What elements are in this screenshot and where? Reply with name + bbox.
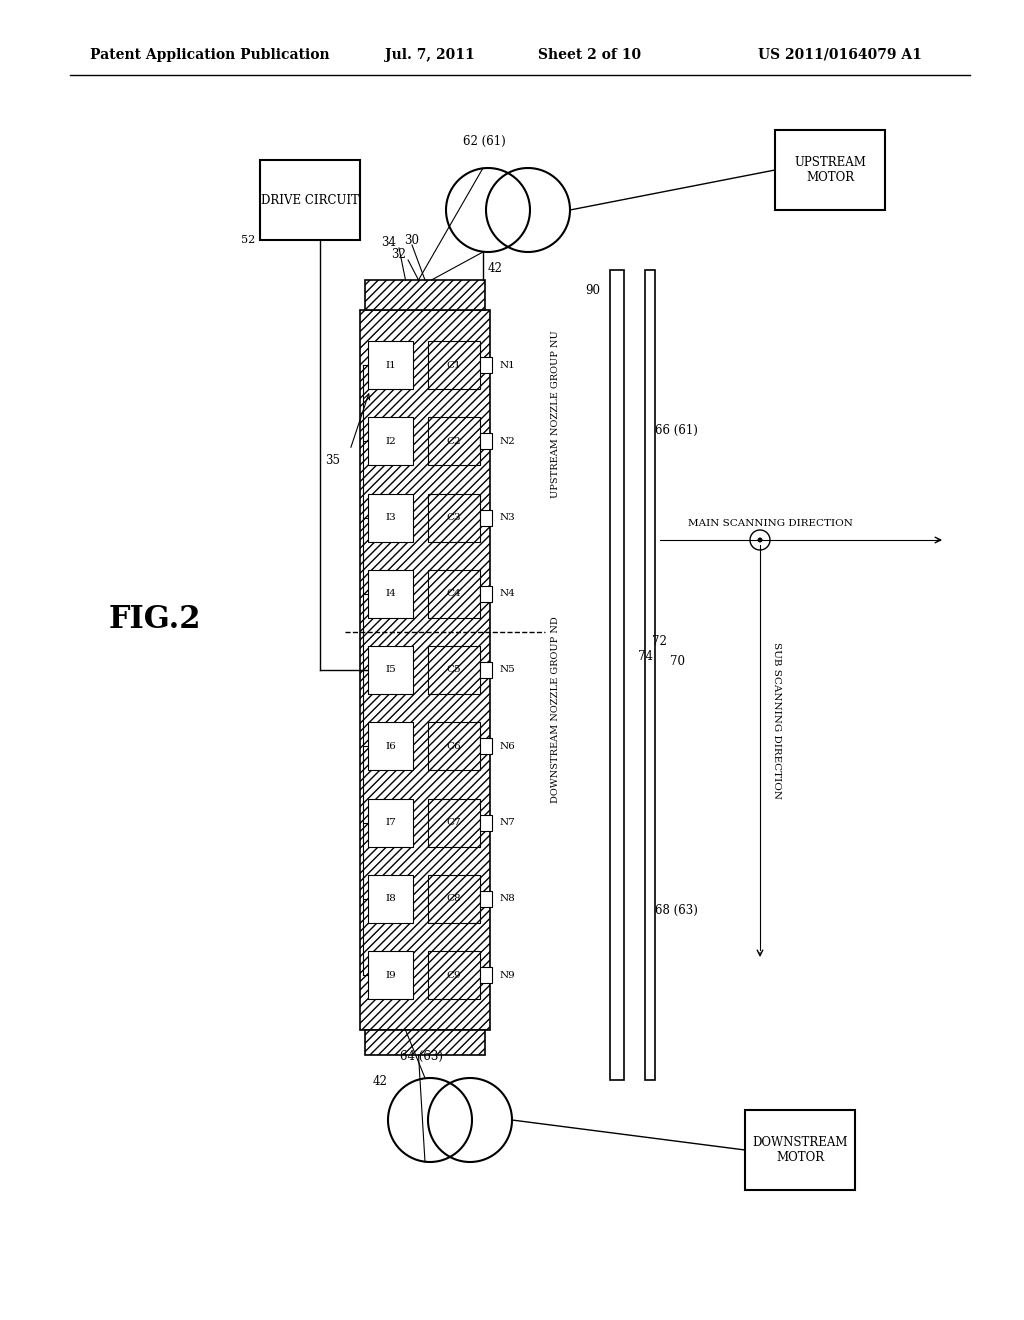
Text: I6: I6 (385, 742, 396, 751)
Text: N8: N8 (500, 894, 516, 903)
Text: C8: C8 (446, 894, 462, 903)
Text: 42: 42 (488, 261, 503, 275)
Bar (480, 814, 492, 830)
Text: US 2011/0164079 A1: US 2011/0164079 A1 (758, 48, 922, 62)
Text: SUB SCANNING DIRECTION: SUB SCANNING DIRECTION (772, 642, 781, 799)
Bar (428, 570, 480, 618)
Text: N2: N2 (500, 437, 516, 446)
Bar (368, 570, 413, 618)
Text: I5: I5 (385, 665, 396, 675)
Bar (428, 417, 480, 465)
Bar (480, 891, 492, 907)
Text: 34: 34 (381, 235, 396, 248)
Text: 52: 52 (241, 235, 255, 246)
Text: Patent Application Publication: Patent Application Publication (90, 48, 330, 62)
Text: C7: C7 (446, 818, 462, 828)
Text: 72: 72 (652, 635, 667, 648)
Bar (365, 280, 485, 310)
Text: 70: 70 (670, 655, 685, 668)
Bar (480, 663, 492, 678)
Bar (368, 950, 413, 999)
Text: 64 (63): 64 (63) (400, 1049, 443, 1063)
Text: N1: N1 (500, 360, 516, 370)
Text: MAIN SCANNING DIRECTION: MAIN SCANNING DIRECTION (687, 519, 852, 528)
Text: C9: C9 (446, 970, 462, 979)
Text: 62 (61): 62 (61) (463, 135, 506, 148)
Text: 42: 42 (373, 1074, 387, 1088)
Bar (480, 586, 492, 602)
Bar (260, 160, 360, 240)
Text: 66 (61): 66 (61) (655, 424, 698, 437)
Text: UPSTREAM NOZZLE GROUP NU: UPSTREAM NOZZLE GROUP NU (551, 331, 559, 499)
Text: C2: C2 (446, 437, 462, 446)
Text: DOWNSTREAM
MOTOR: DOWNSTREAM MOTOR (753, 1137, 848, 1164)
Text: 30: 30 (404, 234, 420, 247)
Bar (745, 1110, 855, 1191)
Text: N5: N5 (500, 665, 516, 675)
Text: I2: I2 (385, 437, 396, 446)
Bar (428, 875, 480, 923)
Bar (610, 271, 624, 1080)
Text: C1: C1 (446, 360, 462, 370)
Bar (368, 645, 413, 694)
Text: Sheet 2 of 10: Sheet 2 of 10 (539, 48, 642, 62)
Text: I7: I7 (385, 818, 396, 828)
Bar (368, 494, 413, 541)
Text: DRIVE CIRCUIT: DRIVE CIRCUIT (261, 194, 359, 206)
Bar (480, 510, 492, 525)
Text: N3: N3 (500, 513, 516, 521)
Text: N7: N7 (500, 818, 516, 828)
Bar (365, 1030, 485, 1055)
Text: I1: I1 (385, 360, 396, 370)
Text: 68 (63): 68 (63) (655, 903, 698, 916)
Bar (428, 645, 480, 694)
Text: 32: 32 (390, 248, 406, 261)
Text: C5: C5 (446, 665, 462, 675)
Bar (428, 494, 480, 541)
Circle shape (758, 537, 763, 543)
Text: C3: C3 (446, 513, 462, 521)
Bar (368, 722, 413, 771)
Text: C6: C6 (446, 742, 462, 751)
Bar (645, 271, 655, 1080)
Text: 90: 90 (585, 284, 600, 297)
Bar (428, 722, 480, 771)
Bar (480, 968, 492, 983)
Text: DOWNSTREAM NOZZLE GROUP ND: DOWNSTREAM NOZZLE GROUP ND (551, 616, 559, 804)
Text: C4: C4 (446, 589, 462, 598)
Bar (775, 129, 885, 210)
Text: I4: I4 (385, 589, 396, 598)
Text: N4: N4 (500, 589, 516, 598)
Text: I8: I8 (385, 894, 396, 903)
Bar (428, 799, 480, 846)
Bar (360, 310, 490, 1030)
Bar (368, 799, 413, 846)
Bar (368, 341, 413, 389)
Bar (480, 356, 492, 374)
Bar (428, 950, 480, 999)
Text: I3: I3 (385, 513, 396, 521)
Text: Jul. 7, 2011: Jul. 7, 2011 (385, 48, 475, 62)
Bar (428, 341, 480, 389)
Bar (480, 738, 492, 754)
Text: I9: I9 (385, 970, 396, 979)
Bar (480, 433, 492, 449)
Text: UPSTREAM
MOTOR: UPSTREAM MOTOR (794, 156, 866, 183)
Bar (368, 875, 413, 923)
Text: 74: 74 (638, 651, 653, 664)
Text: FIG.2: FIG.2 (109, 605, 202, 635)
Bar (368, 417, 413, 465)
Text: N6: N6 (500, 742, 516, 751)
Text: N9: N9 (500, 970, 516, 979)
Text: 35: 35 (325, 454, 340, 466)
